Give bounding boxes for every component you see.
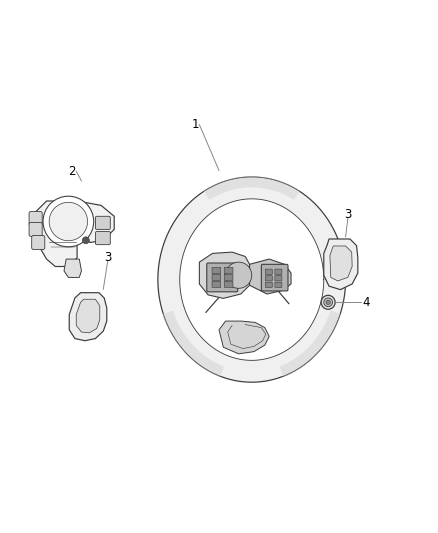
FancyBboxPatch shape bbox=[212, 281, 221, 287]
FancyBboxPatch shape bbox=[95, 231, 110, 245]
Circle shape bbox=[324, 298, 332, 306]
Polygon shape bbox=[330, 246, 352, 281]
FancyBboxPatch shape bbox=[224, 268, 233, 273]
Text: 2: 2 bbox=[68, 165, 76, 178]
Polygon shape bbox=[324, 239, 358, 289]
FancyBboxPatch shape bbox=[275, 282, 282, 287]
FancyBboxPatch shape bbox=[207, 263, 238, 292]
Circle shape bbox=[82, 237, 89, 244]
Polygon shape bbox=[163, 311, 223, 376]
Polygon shape bbox=[64, 259, 81, 277]
Polygon shape bbox=[69, 293, 107, 341]
FancyBboxPatch shape bbox=[29, 222, 42, 236]
Polygon shape bbox=[250, 259, 291, 294]
Text: 3: 3 bbox=[344, 208, 351, 222]
Polygon shape bbox=[199, 252, 250, 298]
Text: 3: 3 bbox=[104, 251, 111, 264]
Polygon shape bbox=[219, 321, 269, 354]
FancyBboxPatch shape bbox=[212, 274, 221, 280]
Polygon shape bbox=[205, 177, 299, 199]
FancyBboxPatch shape bbox=[224, 274, 233, 280]
FancyBboxPatch shape bbox=[32, 236, 45, 249]
FancyBboxPatch shape bbox=[224, 281, 233, 287]
FancyBboxPatch shape bbox=[261, 264, 288, 291]
FancyBboxPatch shape bbox=[265, 276, 272, 281]
Circle shape bbox=[321, 295, 335, 309]
FancyBboxPatch shape bbox=[275, 276, 282, 281]
FancyBboxPatch shape bbox=[212, 268, 221, 273]
FancyBboxPatch shape bbox=[265, 269, 272, 274]
Circle shape bbox=[326, 300, 330, 304]
FancyBboxPatch shape bbox=[95, 216, 110, 229]
Polygon shape bbox=[76, 299, 100, 333]
Polygon shape bbox=[31, 201, 114, 266]
Circle shape bbox=[49, 203, 88, 241]
FancyBboxPatch shape bbox=[265, 282, 272, 287]
Polygon shape bbox=[158, 177, 346, 382]
FancyBboxPatch shape bbox=[275, 269, 282, 274]
Polygon shape bbox=[281, 311, 340, 376]
Circle shape bbox=[226, 262, 252, 288]
Text: 1: 1 bbox=[191, 118, 199, 131]
Circle shape bbox=[43, 196, 94, 247]
FancyBboxPatch shape bbox=[29, 212, 42, 225]
Text: 4: 4 bbox=[363, 296, 370, 309]
